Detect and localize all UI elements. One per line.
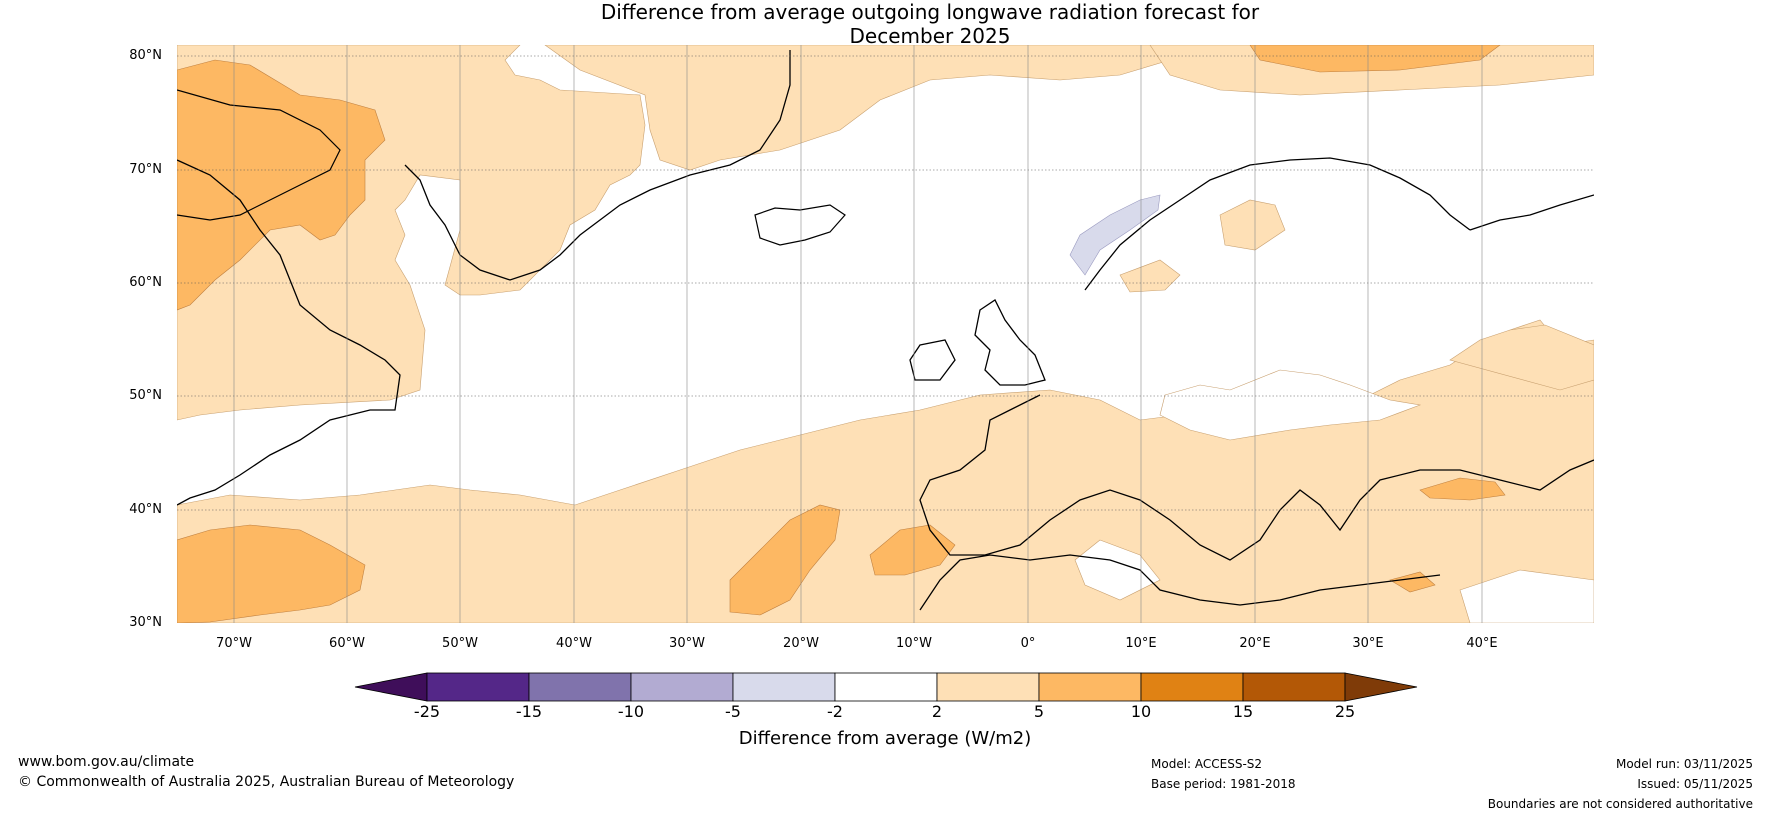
lon-label-70w: 70°W bbox=[216, 636, 252, 651]
footer-base-period: Base period: 1981-2018 bbox=[1151, 777, 1296, 791]
colorbar-segment bbox=[528, 672, 632, 702]
footer-issued: Issued: 05/11/2025 bbox=[1637, 777, 1753, 791]
colorbar-tick-label: -2 bbox=[827, 702, 843, 721]
anomaly-region-medium-sahara bbox=[869, 524, 956, 576]
footer-model: Model: ACCESS-S2 bbox=[1151, 757, 1263, 771]
anomaly-region-neutral-mideast bbox=[1459, 569, 1594, 623]
coastline-british-isles bbox=[909, 299, 1046, 386]
lon-label-50w: 50°W bbox=[442, 636, 478, 651]
lon-label-30w: 30°W bbox=[669, 636, 705, 651]
title-line-1: Difference from average outgoing longwav… bbox=[600, 0, 1260, 24]
colorbar-segment bbox=[834, 672, 938, 702]
anomaly-region-medium-arctic bbox=[1249, 45, 1501, 73]
anomaly-region-light-south bbox=[177, 319, 1594, 623]
coastline-scandinavia bbox=[1084, 157, 1471, 291]
colorbar-tick-label: 10 bbox=[1130, 702, 1152, 721]
coastline-europe bbox=[919, 394, 1594, 561]
colorbar-segment bbox=[1242, 672, 1346, 702]
lon-label-10w: 10°W bbox=[896, 636, 932, 651]
lon-label-40e: 40°E bbox=[1466, 636, 1498, 651]
colorbar-tick-label: -10 bbox=[617, 702, 645, 721]
anomaly-region-light-east bbox=[1449, 324, 1594, 391]
coastline-russia bbox=[1469, 194, 1594, 231]
footer-copyright: © Commonwealth of Australia 2025, Austra… bbox=[18, 774, 515, 790]
colorbar-tick-label: 25 bbox=[1334, 702, 1356, 721]
anomaly-region-medium-atlantic bbox=[729, 504, 841, 616]
colorbar-title: Difference from average (W/m2) bbox=[738, 728, 1032, 749]
anomaly-region-light-north bbox=[544, 45, 1171, 171]
lat-label-60n: 60°N bbox=[129, 275, 162, 290]
colorbar-tick-label: 15 bbox=[1232, 702, 1254, 721]
lat-label-80n: 80°N bbox=[129, 48, 162, 63]
colorbar-tick-label: 2 bbox=[931, 702, 943, 721]
lon-label-20w: 20°W bbox=[783, 636, 819, 651]
coastline-greenland bbox=[404, 50, 791, 281]
colorbar-tick-label: 5 bbox=[1033, 702, 1045, 721]
lat-label-40n: 40°N bbox=[129, 502, 162, 517]
colorbar-tick-label: -25 bbox=[413, 702, 441, 721]
lat-label-70n: 70°N bbox=[129, 162, 162, 177]
anomaly-region-neutral-europe bbox=[1159, 369, 1422, 441]
colorbar-segment bbox=[1038, 672, 1142, 702]
anomaly-region-medium-canada bbox=[177, 59, 386, 311]
colorbar-extend-low bbox=[354, 672, 428, 702]
coastline-north-africa bbox=[919, 554, 1441, 611]
footer-website: www.bom.gov.au/climate bbox=[18, 754, 195, 770]
colorbar-segment bbox=[936, 672, 1040, 702]
colorbar bbox=[354, 672, 1418, 702]
lat-label-30n: 30°N bbox=[129, 615, 162, 630]
anomaly-region-medium-blacksea bbox=[1419, 477, 1506, 501]
colorbar-segment bbox=[630, 672, 734, 702]
footer-model-run: Model run: 03/11/2025 bbox=[1615, 757, 1753, 771]
colorbar-segment bbox=[426, 672, 530, 702]
lat-label-50n: 50°N bbox=[129, 388, 162, 403]
lon-label-30e: 30°E bbox=[1352, 636, 1384, 651]
coastline-north-america bbox=[177, 159, 401, 506]
anomaly-region-neutral-africa bbox=[1074, 539, 1161, 601]
colorbar-segment bbox=[1140, 672, 1244, 702]
coastline-iceland bbox=[754, 204, 846, 246]
anomaly-region-light-baltic bbox=[1119, 259, 1181, 293]
colorbar-segment bbox=[732, 672, 836, 702]
map-area bbox=[177, 45, 1594, 623]
lon-label-40w: 40°W bbox=[556, 636, 592, 651]
anomaly-region-light-scandinavia bbox=[1219, 199, 1286, 251]
colorbar-tick-label: -15 bbox=[515, 702, 543, 721]
lon-label-0: 0° bbox=[1020, 636, 1036, 651]
meridians bbox=[233, 45, 1483, 623]
colorbar-tick-label: -5 bbox=[725, 702, 741, 721]
chart-title: Difference from average outgoing longwav… bbox=[0, 0, 1770, 48]
lon-label-10e: 10°E bbox=[1125, 636, 1157, 651]
lon-label-20e: 20°E bbox=[1239, 636, 1271, 651]
title-line-2: December 2025 bbox=[849, 24, 1011, 48]
lon-label-60w: 60°W bbox=[329, 636, 365, 651]
gridlines bbox=[177, 55, 1594, 511]
footer-disclaimer: Boundaries are not considered authoritat… bbox=[1487, 797, 1753, 811]
anomaly-region-negative-norway bbox=[1069, 194, 1161, 276]
coastline-canada-arctic bbox=[177, 89, 341, 221]
colorbar-extend-high bbox=[1344, 672, 1418, 702]
anomaly-region-medium-gulf bbox=[177, 524, 366, 623]
